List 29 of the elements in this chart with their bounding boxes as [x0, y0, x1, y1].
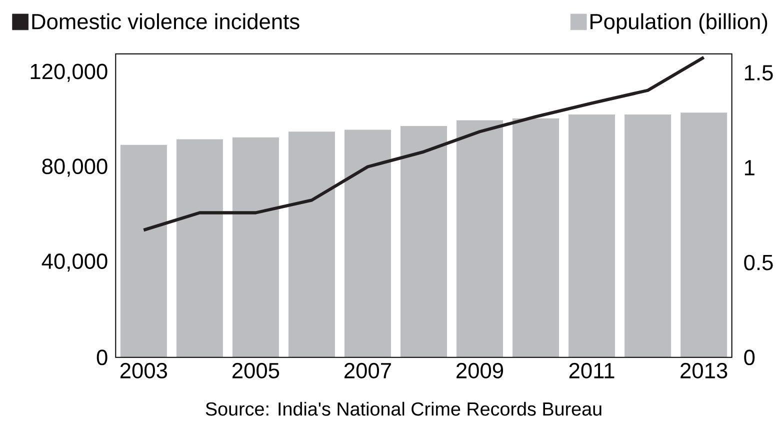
source-note: Source: India's National Crime Records Bureau [206, 402, 602, 416]
x-tick-label: 2003 [120, 363, 168, 379]
bar [568, 114, 616, 358]
x-tick-label: 2007 [344, 363, 391, 379]
bar [120, 145, 167, 358]
y-tick-label: 40,000 [42, 254, 108, 272]
y-tick-label: 80,000 [42, 158, 108, 177]
bar [624, 114, 672, 358]
bar [512, 118, 560, 358]
line-series [142, 56, 706, 232]
bar [680, 112, 728, 358]
x-tick-label: 2013 [680, 363, 728, 379]
y2-tick-label: 1 [744, 160, 754, 176]
legend-label: Population (billion) [590, 13, 768, 34]
x-tick-label: 2005 [232, 363, 280, 379]
x-tick-label: 2011 [569, 363, 614, 379]
y-tick-label: 120,000 [30, 64, 108, 82]
bar [344, 130, 391, 358]
bar [232, 137, 279, 358]
y2-tick-label: 1.5 [744, 65, 773, 81]
bar [288, 132, 335, 358]
y2-tick-label: 0 [744, 350, 755, 366]
bar [456, 120, 504, 358]
bar [400, 126, 447, 358]
bar [176, 139, 223, 358]
y2-tick-label: 0.5 [744, 254, 773, 270]
y-tick-label: 0 [96, 350, 108, 366]
legend-label: Domestic violence incidents [32, 13, 300, 30]
x-tick-label: 2009 [456, 363, 504, 379]
